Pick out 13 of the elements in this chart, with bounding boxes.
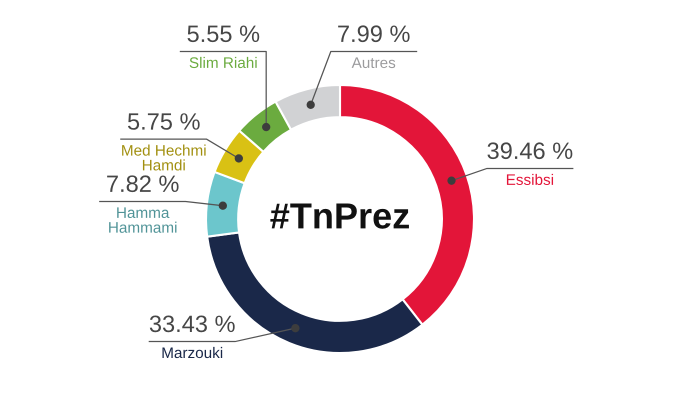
data-label: 39.46 % — [487, 142, 572, 160]
slice-label: Essibsi — [506, 174, 554, 186]
slice-label: Marzouki — [162, 346, 222, 358]
slice-label: Med Hechmi Hamdi — [122, 144, 206, 171]
data-label: 33.43 % — [150, 315, 235, 332]
text: #TnPrez — [270, 203, 409, 229]
data-label: 5.55 % — [187, 26, 260, 42]
slice-label: Slim Riahi — [190, 56, 257, 68]
slice-label: Autres — [352, 57, 396, 68]
data-label: 7.99 % — [338, 25, 410, 42]
data-label: 5.75 % — [128, 113, 200, 130]
data-label: 7.82 % — [107, 175, 179, 192]
slice-label: Hamma Hammami — [109, 207, 176, 233]
